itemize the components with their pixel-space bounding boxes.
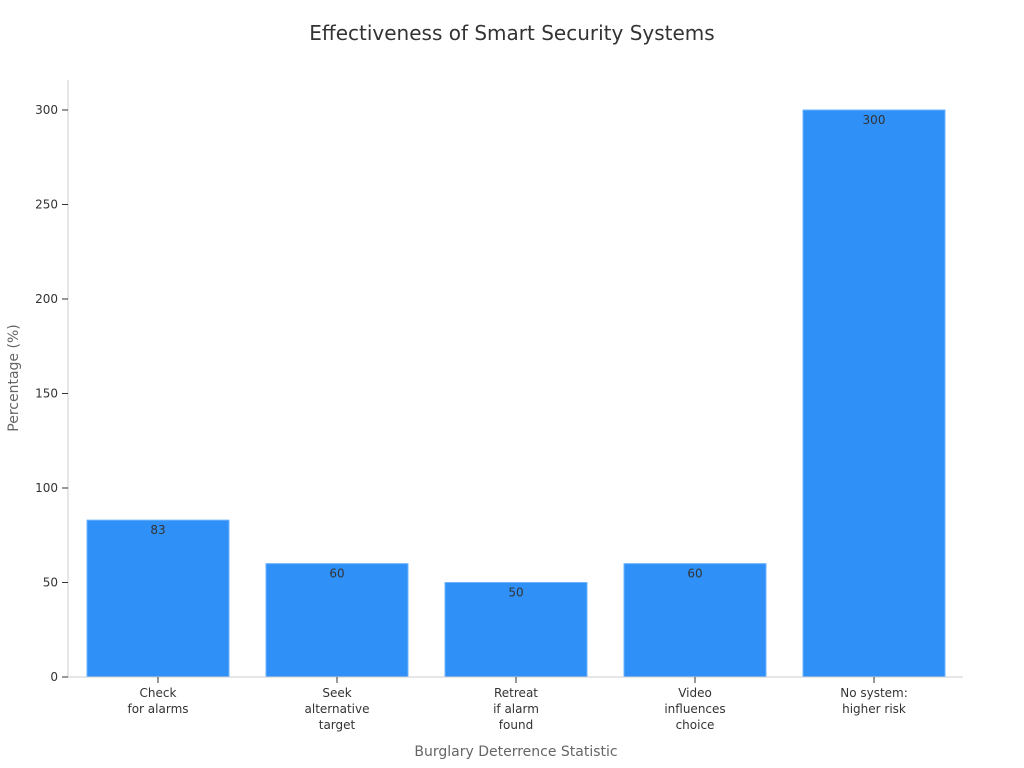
chart-title: Effectiveness of Smart Security Systems	[309, 21, 714, 45]
y-tick-label: 300	[35, 103, 58, 117]
y-tick-label: 150	[35, 387, 58, 401]
y-axis-label: Percentage (%)	[6, 324, 22, 431]
x-tick-label: Retreat if alarm found	[493, 686, 539, 732]
bar	[623, 563, 767, 678]
x-tick-label: No system: higher risk	[840, 686, 908, 716]
x-axis-label: Burglary Deterrence Statistic	[414, 744, 617, 760]
y-tick-label: 100	[35, 481, 58, 495]
y-tick-label: 0	[50, 670, 58, 684]
y-tick-label: 200	[35, 292, 58, 306]
bar	[444, 582, 588, 678]
x-tick-label: Video influences choice	[664, 686, 725, 732]
data-label: 300	[863, 113, 886, 127]
y-tick-label: 250	[35, 198, 58, 212]
bar	[86, 519, 230, 678]
bar	[802, 109, 946, 678]
bar	[265, 563, 409, 678]
y-tick-label: 50	[43, 576, 58, 590]
x-tick-label: Seek alternative target	[305, 686, 370, 732]
data-label: 50	[508, 586, 523, 600]
data-label: 83	[150, 523, 165, 537]
data-label: 60	[329, 567, 344, 581]
x-tick-label: Check for alarms	[127, 686, 188, 716]
data-label: 60	[687, 567, 702, 581]
